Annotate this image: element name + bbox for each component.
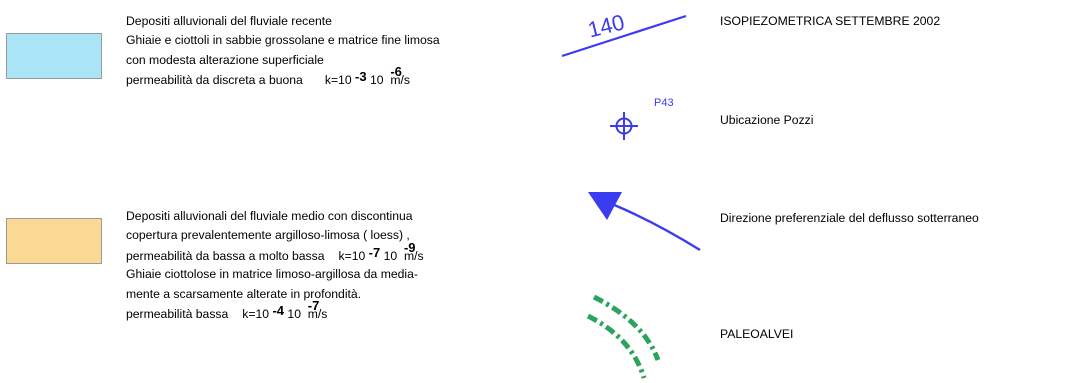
description-middle-alluvium: Depositi alluvionali del fluviale medio … (126, 207, 424, 323)
k-base: k=10 (324, 73, 352, 88)
isopiezometric-line-icon: 140 (561, 9, 687, 58)
exponent-2: -6 (390, 64, 402, 80)
permeability-label: permeabilità da discreta a buona (126, 73, 303, 88)
permeability-coefficient: k=10 -7 10 -9 m/s (338, 240, 424, 266)
unit: m/s (403, 248, 424, 263)
k-mid: 10 (383, 248, 398, 263)
permeability-line: permeabilità da discreta a buona k=10 -3 … (126, 64, 440, 90)
exponent-1: -3 (355, 69, 367, 85)
isopiezometric-label: ISOPIEZOMETRICA SETTEMBRE 2002 (720, 14, 941, 28)
unit: m/s (390, 73, 410, 88)
description-recent-alluvium: Depositi alluvionali del fluviale recent… (126, 12, 440, 90)
permeability-label: permeabilità bassa (126, 306, 229, 321)
desc-line: copertura prevalentemente argilloso-limo… (126, 228, 410, 243)
flow-direction-label: Direzione preferenziale del deflusso sot… (720, 211, 979, 225)
well-location-icon (610, 112, 638, 140)
permeability-line: permeabilità bassa k=10 -4 10 -7 m/s (126, 298, 424, 324)
permeability-coefficient: k=10 -4 10 -7 m/s (242, 298, 328, 324)
paleo-riverbed-label: PALEOALVEI (720, 327, 794, 341)
permeability-label: permeabilità da bassa a molto bassa (126, 248, 325, 263)
k-base: k=10 (242, 306, 270, 321)
desc-line: Depositi alluvionali del fluviale recent… (126, 14, 332, 28)
permeability-coefficient: k=10 -3 10 -6 m/s (324, 64, 410, 90)
swatch-middle-alluvium (6, 218, 102, 264)
k-mid: 10 (369, 73, 384, 88)
desc-line: Ghiaie ciottolose in matrice limoso-argi… (126, 267, 418, 282)
exponent-1: -4 (272, 302, 285, 318)
desc-line: Ghiaie e ciottoli in sabbie grossolane e… (126, 33, 440, 48)
well-location-label: Ubicazione Pozzi (720, 113, 814, 127)
k-mid: 10 (287, 306, 301, 321)
swatch-recent-alluvium (6, 33, 102, 79)
desc-line: mente a scarsamente alterate in profondi… (126, 286, 362, 301)
desc-line: con modesta alterazione superficiale (126, 52, 324, 67)
desc-line: Depositi alluvionali del fluviale medio … (126, 209, 413, 223)
unit: m/s (307, 306, 328, 321)
flow-direction-arrow-icon (588, 192, 701, 252)
exponent-1: -7 (368, 244, 381, 260)
well-id-label: P43 (654, 97, 674, 109)
exponent-2: -7 (307, 297, 320, 313)
exponent-2: -9 (403, 239, 416, 255)
paleo-riverbed-icon (586, 294, 661, 379)
permeability-line: permeabilità da bassa a molto bassa k=10 … (126, 240, 424, 266)
k-base: k=10 (338, 248, 366, 263)
